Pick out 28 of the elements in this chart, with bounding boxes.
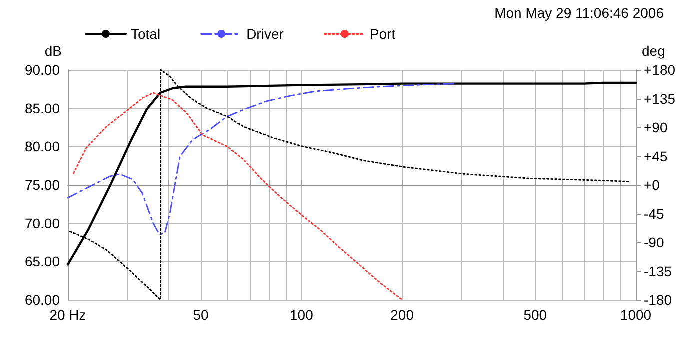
y-tick-label: 65.00 [24, 254, 60, 270]
text: Mon May 29 11:06:46 2006 [494, 5, 664, 21]
x-tick-label: 50 [193, 307, 210, 323]
legend-label: Port [370, 26, 396, 42]
x-tick-label: 200 [390, 307, 414, 323]
x-tick-label: 100 [290, 307, 314, 323]
y2-tick-label: +135 [644, 90, 676, 107]
y-tick-label: 90.00 [24, 62, 60, 78]
y-tick-label: 85.00 [24, 100, 60, 116]
y-tick-label: 60.00 [24, 292, 60, 308]
legend-label: Driver [246, 26, 284, 42]
y2-tick-label: -180 [644, 292, 672, 308]
y-tick-label: 80.00 [24, 138, 60, 155]
y-tick-label: 70.00 [24, 215, 60, 232]
x-tick-label: 1000 [620, 307, 652, 323]
y2-tick-label: +0 [644, 177, 660, 193]
y-axis-title: dB [44, 43, 62, 59]
y2-tick-label: +45 [644, 148, 668, 164]
y2-tick-label: +90 [644, 120, 668, 136]
y2-tick-label: -135 [644, 263, 672, 280]
y2-axis-title: deg [642, 43, 666, 59]
legend-label: Total [131, 26, 161, 42]
y2-tick-label: -90 [644, 234, 664, 250]
y-tick-label: 75.00 [24, 177, 60, 193]
y2-tick-label: +180 [644, 62, 676, 78]
x-tick-label: 500 [524, 307, 548, 323]
y2-tick-label: -45 [644, 206, 664, 222]
x-tick-label: 20 Hz [50, 307, 86, 323]
